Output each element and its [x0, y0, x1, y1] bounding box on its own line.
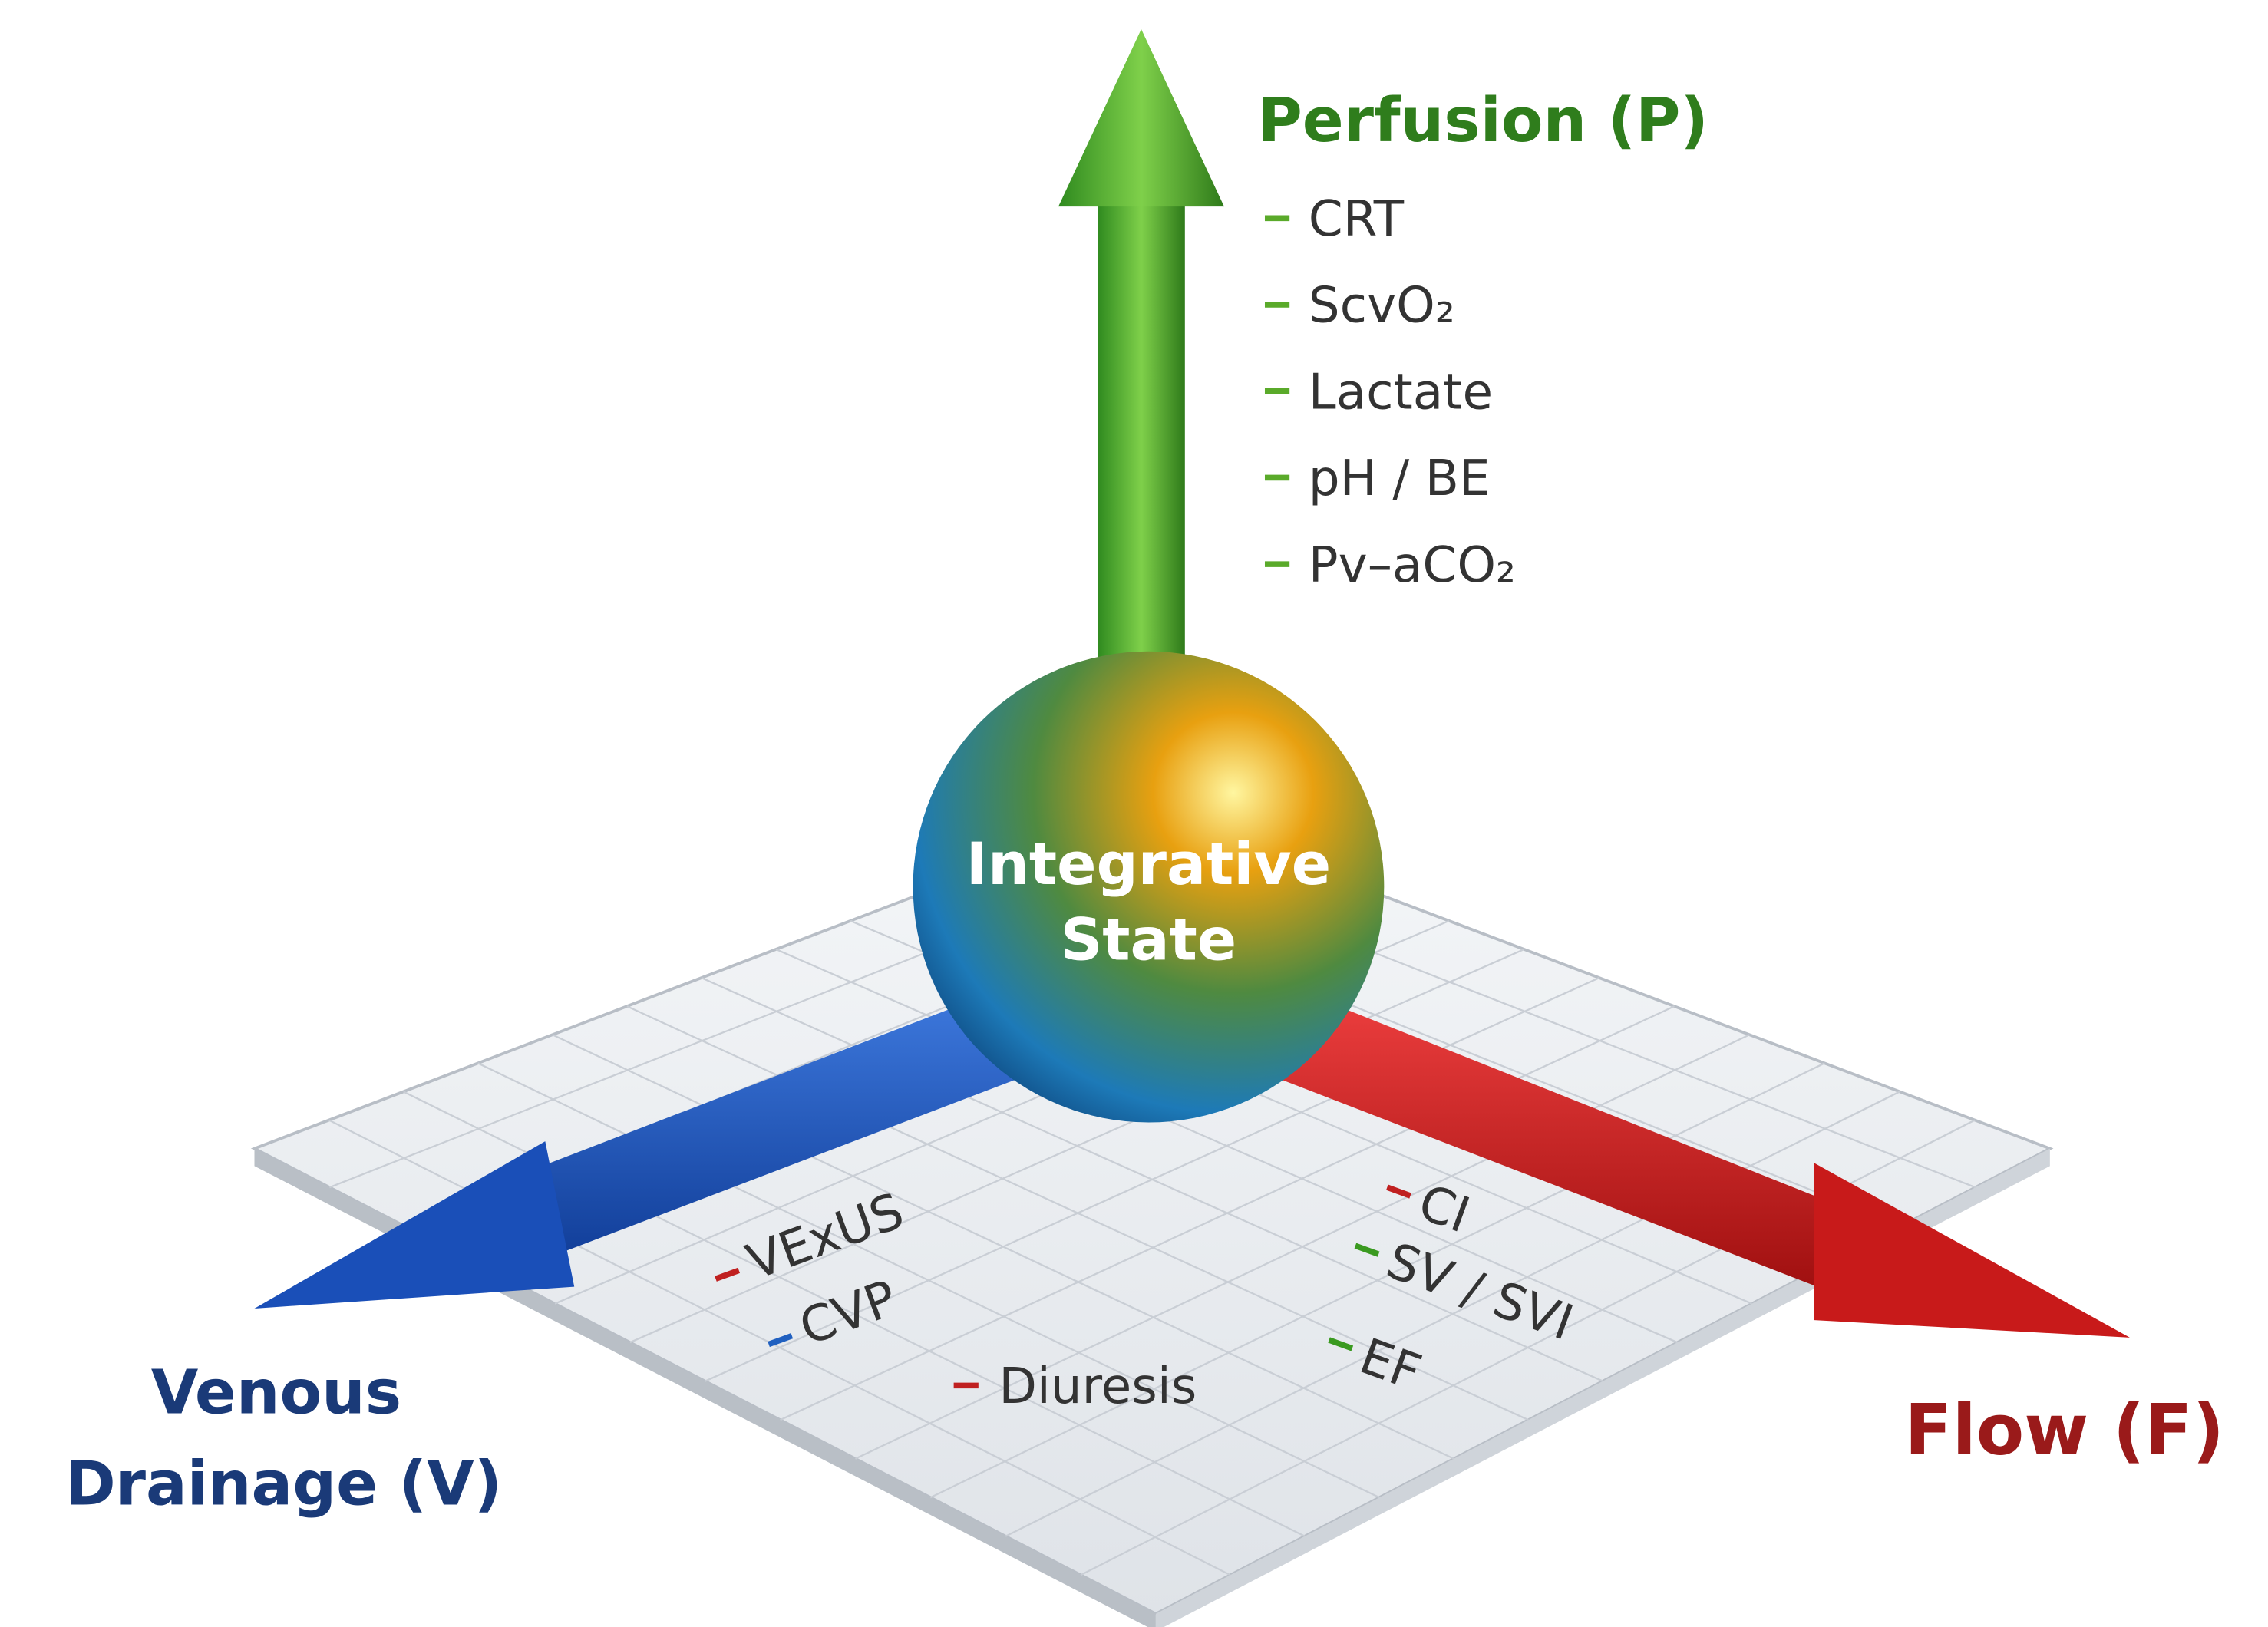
perfusion-label: Perfusion (P) [1258, 84, 1708, 156]
center-label: State [1061, 906, 1236, 973]
perfusion-item: pH / BE [1309, 450, 1491, 507]
perfusion-item: ScvO₂ [1309, 277, 1455, 335]
flow-arrow [1279, 982, 2131, 1338]
shared-item: Diuresis [999, 1358, 1197, 1415]
perfusion-item: Lactate [1309, 363, 1493, 421]
venous-arrow [254, 982, 1018, 1309]
venous-label: Venous [151, 1356, 401, 1427]
perfusion-item: CRT [1309, 190, 1405, 248]
perfusion-arrow [1058, 29, 1224, 703]
perfusion-item: Pv–aCO₂ [1309, 536, 1516, 594]
center-label: Integrative [966, 830, 1331, 898]
integrative-sphere [913, 651, 1385, 1123]
venous-label: Drainage (V) [65, 1448, 502, 1520]
flow-label: Flow (F) [1905, 1390, 2225, 1470]
grid-line [1005, 1091, 1900, 1537]
